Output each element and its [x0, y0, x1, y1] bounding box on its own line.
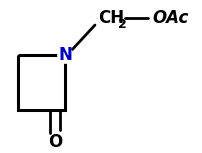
Text: O: O — [48, 133, 62, 151]
Text: CH: CH — [98, 9, 123, 27]
Text: 2: 2 — [117, 17, 126, 30]
Text: N: N — [58, 46, 72, 64]
Text: OAc: OAc — [151, 9, 187, 27]
